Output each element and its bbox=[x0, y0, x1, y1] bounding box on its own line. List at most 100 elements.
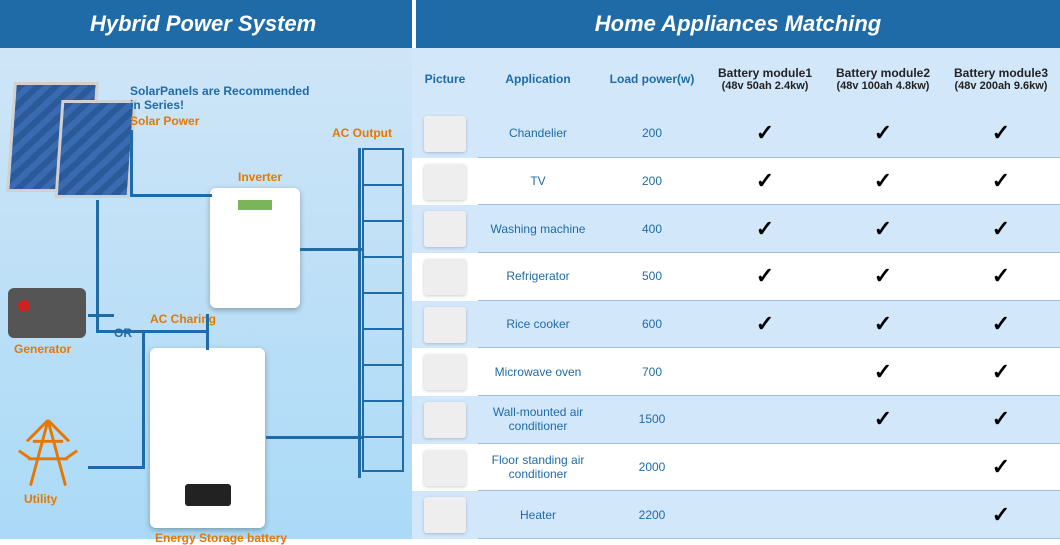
table-row: Washing machine400✓✓✓ bbox=[412, 205, 1060, 253]
table-body: Chandelier200✓✓✓TV200✓✓✓Washing machine4… bbox=[412, 110, 1060, 539]
wire bbox=[130, 130, 133, 196]
module3-check: ✓ bbox=[942, 444, 1060, 492]
module1-check: ✓ bbox=[706, 301, 824, 349]
table-row: Heater2200 ✓ bbox=[412, 491, 1060, 539]
appliance-icon bbox=[412, 396, 478, 444]
load-power: 600 bbox=[598, 301, 706, 349]
table-row: TV200✓✓✓ bbox=[412, 158, 1060, 206]
table-row: Rice cooker600✓✓✓ bbox=[412, 301, 1060, 349]
appliance-icon bbox=[412, 205, 478, 253]
ac-output-grid bbox=[362, 148, 404, 472]
wire bbox=[266, 436, 362, 439]
wire bbox=[358, 148, 361, 478]
mod1-sub: (48v 50ah 2.4kw) bbox=[722, 80, 809, 92]
module1-check: ✓ bbox=[706, 158, 824, 206]
mod3-title: Battery module3 bbox=[954, 66, 1048, 80]
header-right-title: Home Appliances Matching bbox=[412, 0, 1060, 48]
wire bbox=[142, 330, 145, 469]
module2-check bbox=[824, 444, 942, 492]
appliance-name: TV bbox=[478, 158, 598, 206]
table-row: Wall-mounted air conditioner1500✓✓ bbox=[412, 396, 1060, 444]
module2-check: ✓ bbox=[824, 158, 942, 206]
module2-check: ✓ bbox=[824, 253, 942, 301]
utility-label: Utility bbox=[24, 492, 57, 506]
mod2-sub: (48v 100ah 4.8kw) bbox=[837, 80, 930, 92]
module1-check bbox=[706, 444, 824, 492]
load-power: 2000 bbox=[598, 444, 706, 492]
module1-check: ✓ bbox=[706, 110, 824, 158]
module1-check bbox=[706, 348, 824, 396]
module3-check: ✓ bbox=[942, 205, 1060, 253]
tv-icon bbox=[424, 164, 466, 200]
col-header-load: Load power(w) bbox=[598, 48, 706, 110]
col-header-module3: Battery module3 (48v 200ah 9.6kw) bbox=[942, 48, 1060, 110]
module2-check: ✓ bbox=[824, 110, 942, 158]
module3-check: ✓ bbox=[942, 301, 1060, 349]
table-row: Floor standing air conditioner2000 ✓ bbox=[412, 444, 1060, 492]
table-row: Chandelier200✓✓✓ bbox=[412, 110, 1060, 158]
inverter-label: Inverter bbox=[238, 170, 282, 184]
col-header-picture: Picture bbox=[412, 48, 478, 110]
appliance-name: Refrigerator bbox=[478, 253, 598, 301]
generator-label: Generator bbox=[14, 342, 71, 356]
appliance-icon bbox=[412, 301, 478, 349]
module2-check: ✓ bbox=[824, 348, 942, 396]
table-header-row: Picture Application Load power(w) Batter… bbox=[412, 48, 1060, 110]
module2-check: ✓ bbox=[824, 205, 942, 253]
load-power: 200 bbox=[598, 158, 706, 206]
appliance-name: Microwave oven bbox=[478, 348, 598, 396]
wall-ac-icon bbox=[424, 402, 466, 438]
module1-check: ✓ bbox=[706, 205, 824, 253]
module3-check: ✓ bbox=[942, 158, 1060, 206]
battery-icon bbox=[150, 348, 265, 528]
main-content: SolarPanels are Recommended in Series! S… bbox=[0, 48, 1060, 539]
inverter-icon bbox=[210, 188, 300, 308]
col-header-module2: Battery module2 (48v 100ah 4.8kw) bbox=[824, 48, 942, 110]
floor-ac-icon bbox=[424, 450, 466, 486]
ac-output-label: AC Output bbox=[332, 126, 392, 140]
module3-check: ✓ bbox=[942, 348, 1060, 396]
solar-panel-icon bbox=[55, 100, 137, 198]
mod2-title: Battery module2 bbox=[836, 66, 930, 80]
load-power: 500 bbox=[598, 253, 706, 301]
utility-icon bbox=[18, 418, 78, 493]
heater-icon bbox=[424, 497, 466, 533]
table-row: Refrigerator500✓✓✓ bbox=[412, 253, 1060, 301]
module3-check: ✓ bbox=[942, 491, 1060, 539]
module3-check: ✓ bbox=[942, 396, 1060, 444]
appliance-icon bbox=[412, 158, 478, 206]
microwave-icon bbox=[424, 354, 466, 390]
solar-power-label: Solar Power bbox=[130, 114, 199, 128]
load-power: 200 bbox=[598, 110, 706, 158]
rice-cooker-icon bbox=[424, 307, 466, 343]
appliance-icon bbox=[412, 491, 478, 539]
wire bbox=[300, 248, 362, 251]
wire bbox=[88, 466, 144, 469]
appliance-name: Floor standing air conditioner bbox=[478, 444, 598, 492]
appliance-name: Washing machine bbox=[478, 205, 598, 253]
load-power: 1500 bbox=[598, 396, 706, 444]
module1-check: ✓ bbox=[706, 253, 824, 301]
battery-label: Energy Storage battery bbox=[155, 531, 287, 545]
appliance-icon bbox=[412, 253, 478, 301]
wire bbox=[88, 314, 114, 317]
wire bbox=[142, 330, 208, 333]
appliance-name: Chandelier bbox=[478, 110, 598, 158]
appliance-table: Picture Application Load power(w) Batter… bbox=[412, 48, 1060, 539]
wire bbox=[130, 194, 212, 197]
load-power: 2200 bbox=[598, 491, 706, 539]
mod3-sub: (48v 200ah 9.6kw) bbox=[955, 80, 1048, 92]
wire bbox=[96, 200, 99, 330]
module3-check: ✓ bbox=[942, 253, 1060, 301]
header-left-title: Hybrid Power System bbox=[0, 0, 412, 48]
load-power: 700 bbox=[598, 348, 706, 396]
appliance-name: Wall-mounted air conditioner bbox=[478, 396, 598, 444]
load-power: 400 bbox=[598, 205, 706, 253]
module2-check bbox=[824, 491, 942, 539]
appliance-icon bbox=[412, 348, 478, 396]
table-row: Microwave oven700 ✓✓ bbox=[412, 348, 1060, 396]
appliance-name: Rice cooker bbox=[478, 301, 598, 349]
col-header-application: Application bbox=[478, 48, 598, 110]
or-label: OR bbox=[114, 326, 132, 340]
appliance-name: Heater bbox=[478, 491, 598, 539]
